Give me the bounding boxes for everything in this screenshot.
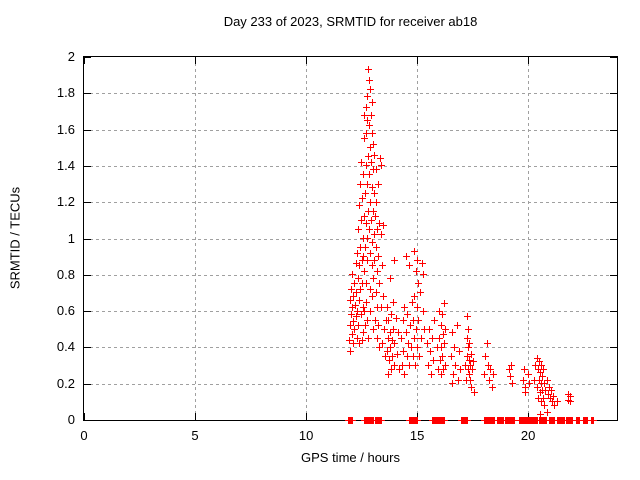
- grid-and-ticks: [84, 57, 617, 421]
- y-tick-label: 0.6: [56, 303, 75, 319]
- plot-area: [83, 56, 618, 424]
- y-tick-label: 0: [67, 412, 75, 427]
- y-tick-label: 0.8: [56, 266, 75, 282]
- x-axis-label: GPS time / hours: [301, 450, 400, 465]
- y-tick-label: 1: [67, 230, 75, 246]
- y-tick-label: 1.8: [56, 85, 75, 101]
- y-tick-label: 1.2: [56, 194, 75, 210]
- x-tick-label: 0: [80, 428, 88, 443]
- y-tick-label: 0.4: [56, 339, 75, 355]
- x-tick-label: 20: [520, 428, 536, 443]
- chart-title: Day 233 of 2023, SRMTID for receiver ab1…: [223, 14, 478, 29]
- y-tick-label: 1.6: [56, 121, 75, 137]
- y-tick-label: 0.2: [56, 375, 75, 391]
- x-tick-label: 15: [409, 428, 425, 443]
- y-tick-label: 1.4: [56, 157, 75, 173]
- y-tick-label: 2: [67, 49, 75, 64]
- x-tick-label: 5: [191, 428, 199, 443]
- x-tick-label: 10: [298, 428, 314, 443]
